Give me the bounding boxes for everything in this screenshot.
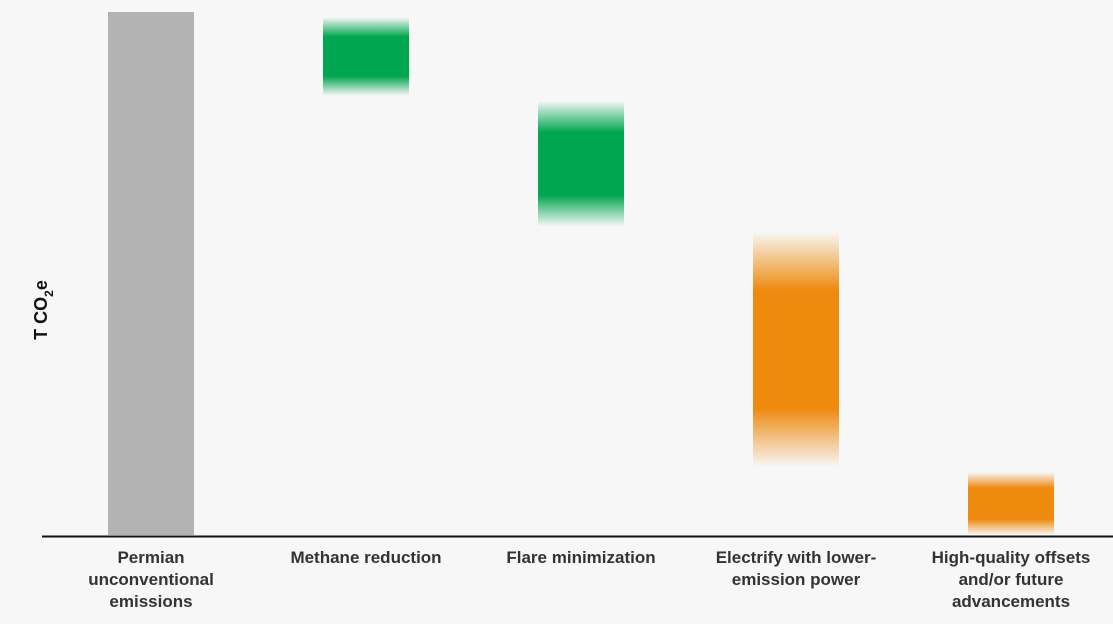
x-tick-label-line: and/or future [959, 570, 1064, 589]
y-axis-title-subscript: 2 [42, 290, 56, 297]
x-tick-label-line: advancements [952, 592, 1070, 611]
bars-layer [108, 12, 1054, 535]
x-tick-label-line: Methane reduction [290, 548, 441, 567]
x-tick-label-line: High-quality offsets [932, 548, 1091, 567]
x-axis-labels: Permian unconventional emissions Methane re… [88, 548, 1090, 611]
bar-3 [753, 231, 839, 468]
bar-1 [323, 17, 409, 96]
x-tick-label-2: Flare minimization [506, 548, 655, 567]
x-tick-label-0: Permian unconventional emissions [88, 548, 214, 611]
bar-2 [538, 100, 624, 227]
x-tick-label-line: emissions [109, 592, 192, 611]
x-tick-label-line: emission power [732, 570, 861, 589]
x-tick-label-line: Electrify with lower- [716, 548, 877, 567]
bar-4 [968, 472, 1054, 535]
x-tick-label-line: Flare minimization [506, 548, 655, 567]
y-axis-title-main: T CO [31, 297, 51, 340]
bar-0 [108, 12, 194, 535]
y-axis-title-suffix: e [31, 280, 51, 290]
x-tick-label-line: unconventional [88, 570, 214, 589]
x-tick-label-1: Methane reduction [290, 548, 441, 567]
x-tick-label-line: Permian [117, 548, 184, 567]
x-tick-label-4: High-quality offsets and/or future advance… [932, 548, 1091, 611]
y-axis-title: T CO2e [31, 280, 56, 340]
x-tick-label-3: Electrify with lower-emission power [716, 548, 877, 589]
